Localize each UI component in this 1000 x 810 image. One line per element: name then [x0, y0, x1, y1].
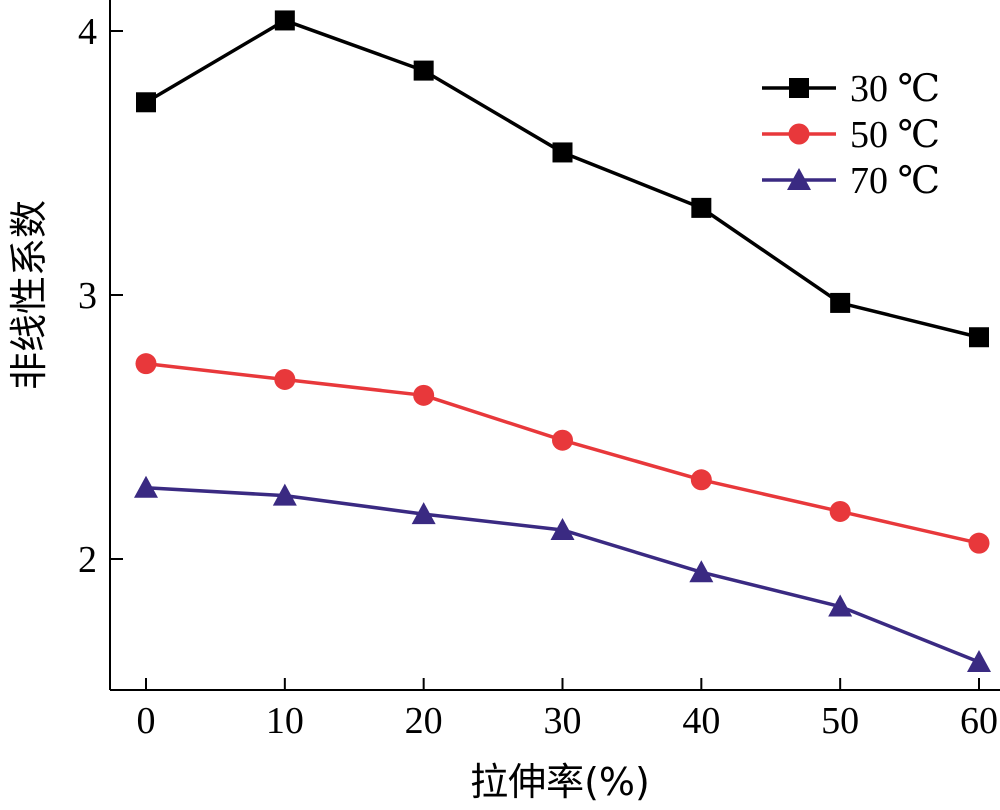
x-tick-label: 30 — [544, 700, 582, 742]
y-axis-title: 非线性系数 — [7, 200, 51, 390]
x-tick-label: 20 — [405, 700, 443, 742]
legend: 30 ℃50 ℃70 ℃ — [762, 68, 940, 202]
data-point — [136, 92, 156, 113]
series-3 — [134, 475, 991, 672]
y-tick-label: 2 — [78, 539, 97, 581]
data-point — [689, 560, 714, 583]
data-point — [411, 502, 436, 525]
series-2 — [135, 353, 990, 554]
data-point — [691, 197, 712, 218]
legend-item: 70 ℃ — [762, 160, 940, 202]
x-tick-label: 50 — [821, 700, 859, 742]
data-point — [829, 500, 851, 522]
x-axis-title: 拉伸率(%) — [470, 760, 650, 804]
legend-marker — [789, 78, 809, 98]
legend-label: 30 ℃ — [850, 68, 940, 110]
data-point — [274, 10, 295, 31]
data-point — [552, 142, 573, 163]
data-point — [272, 483, 297, 506]
data-point — [134, 475, 158, 498]
data-point — [969, 327, 989, 348]
data-point — [413, 60, 434, 81]
data-point — [830, 292, 851, 313]
data-point — [552, 429, 573, 451]
x-tick-label: 0 — [137, 700, 156, 742]
data-point — [274, 368, 296, 390]
series-1 — [136, 10, 989, 348]
legend-item: 30 ℃ — [762, 68, 940, 110]
data-point — [968, 532, 990, 554]
x-ticks: 0 10 20 30 40 50 60 — [137, 678, 998, 742]
data-point — [550, 517, 575, 540]
y-tick-label: 4 — [78, 11, 97, 53]
legend-marker — [787, 168, 811, 190]
data-point — [135, 353, 157, 375]
x-tick-label: 10 — [266, 700, 304, 742]
data-point — [828, 594, 853, 617]
legend-label: 70 ℃ — [850, 160, 940, 202]
x-tick-label: 60 — [960, 700, 998, 742]
legend-marker — [788, 123, 810, 145]
x-tick-label: 40 — [682, 700, 720, 742]
legend-label: 50 ℃ — [850, 114, 940, 156]
y-tick-label: 3 — [78, 275, 97, 317]
series-layer — [134, 10, 991, 672]
axes — [109, 0, 1000, 691]
data-point — [413, 384, 435, 406]
data-point — [690, 469, 712, 491]
data-point — [967, 649, 991, 672]
legend-item: 50 ℃ — [762, 114, 940, 156]
series-line — [145, 361, 980, 545]
y-ticks: 2 3 4 — [78, 11, 123, 581]
